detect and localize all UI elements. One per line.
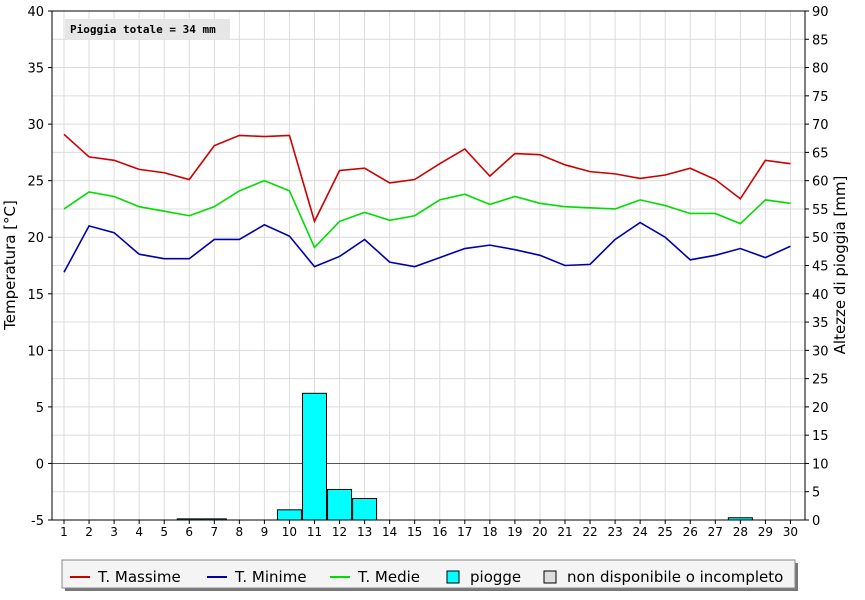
series-line <box>63 179 791 249</box>
x-tick-label: 16 <box>432 525 447 539</box>
rain-bar <box>276 509 302 521</box>
x-tick-label: 19 <box>507 525 522 539</box>
left-tick-label: 25 <box>27 175 44 190</box>
series-line <box>63 133 791 224</box>
right-tick-label: 75 <box>812 90 829 105</box>
x-tick-label: 9 <box>261 525 269 539</box>
right-tick-label: 15 <box>812 429 829 444</box>
x-tick-label: 22 <box>582 525 597 539</box>
right-tick-label: 10 <box>812 457 829 472</box>
rain-total-annotation: Pioggia totale = 34 mm <box>70 23 216 36</box>
right-tick-label: 60 <box>812 175 829 190</box>
right-tick-label: 35 <box>812 316 829 331</box>
x-tick-label: 7 <box>210 525 218 539</box>
x-tick-label: 23 <box>607 525 622 539</box>
right-tick-label: 25 <box>812 373 829 388</box>
x-tick-label: 4 <box>135 525 143 539</box>
annotation-box: Pioggia totale = 34 mm <box>65 19 230 39</box>
legend-label: piogge <box>470 568 521 586</box>
legend-label: T. Minime <box>234 568 307 586</box>
right-tick-label: 90 <box>812 5 829 20</box>
axis-ticks: -505101520253035400510152025303540455055… <box>27 5 828 539</box>
x-tick-label: 5 <box>160 525 168 539</box>
left-tick-label: 20 <box>27 231 44 246</box>
right-tick-label: 0 <box>812 514 820 529</box>
x-tick-label: 17 <box>457 525 472 539</box>
rain-bar <box>327 488 353 521</box>
x-tick-label: 29 <box>758 525 773 539</box>
left-tick-label: 5 <box>36 401 44 416</box>
x-tick-label: 30 <box>783 525 798 539</box>
x-tick-label: 24 <box>633 525 648 539</box>
x-tick-label: 10 <box>282 525 297 539</box>
x-tick-label: 28 <box>733 525 748 539</box>
x-tick-label: 26 <box>683 525 698 539</box>
right-tick-label: 80 <box>812 62 829 77</box>
legend-label: T. Massime <box>97 568 181 586</box>
x-tick-label: 3 <box>110 525 118 539</box>
x-tick-label: 15 <box>407 525 422 539</box>
right-tick-label: 70 <box>812 118 829 133</box>
legend-label: non disponibile o incompleto <box>567 568 783 586</box>
x-tick-label: 21 <box>557 525 572 539</box>
right-tick-label: 20 <box>812 401 829 416</box>
rain-bars <box>176 392 753 521</box>
right-tick-label: 65 <box>812 146 829 161</box>
x-tick-label: 1 <box>60 525 68 539</box>
x-tick-label: 6 <box>185 525 193 539</box>
legend-label: T. Medie <box>357 568 420 586</box>
left-tick-label: 30 <box>27 118 44 133</box>
left-tick-label: -5 <box>31 514 44 529</box>
left-tick-label: 10 <box>27 344 44 359</box>
x-tick-label: 20 <box>532 525 547 539</box>
x-tick-label: 8 <box>236 525 244 539</box>
right-tick-label: 50 <box>812 231 829 246</box>
legend-swatch <box>446 570 460 584</box>
right-axis-title: Altezze di pioggia [mm] <box>831 176 849 355</box>
rain-bar <box>302 392 327 521</box>
x-tick-label: 2 <box>85 525 93 539</box>
left-tick-label: 0 <box>36 457 44 472</box>
series-line <box>63 221 791 273</box>
x-tick-label: 13 <box>357 525 372 539</box>
x-tick-label: 12 <box>332 525 347 539</box>
right-tick-label: 45 <box>812 260 829 275</box>
x-tick-label: 14 <box>382 525 397 539</box>
right-tick-label: 55 <box>812 203 829 218</box>
right-tick-label: 5 <box>812 486 820 501</box>
x-tick-label: 27 <box>708 525 723 539</box>
right-tick-label: 30 <box>812 344 829 359</box>
legend: T. Massime T. Minime T. Medie piogge non dis… <box>61 559 798 591</box>
left-tick-label: 15 <box>27 288 44 303</box>
x-tick-label: 11 <box>307 525 322 539</box>
left-tick-label: 35 <box>27 62 44 77</box>
x-tick-label: 25 <box>658 525 673 539</box>
grid <box>52 10 805 521</box>
legend-swatch <box>543 570 557 584</box>
left-tick-label: 40 <box>27 5 44 20</box>
rain-bar <box>352 498 378 521</box>
right-tick-label: 40 <box>812 288 829 303</box>
right-tick-label: 85 <box>812 33 829 48</box>
left-axis-title: Temperatura [°C] <box>1 200 19 331</box>
x-tick-label: 18 <box>482 525 497 539</box>
temperature-lines <box>63 133 791 273</box>
